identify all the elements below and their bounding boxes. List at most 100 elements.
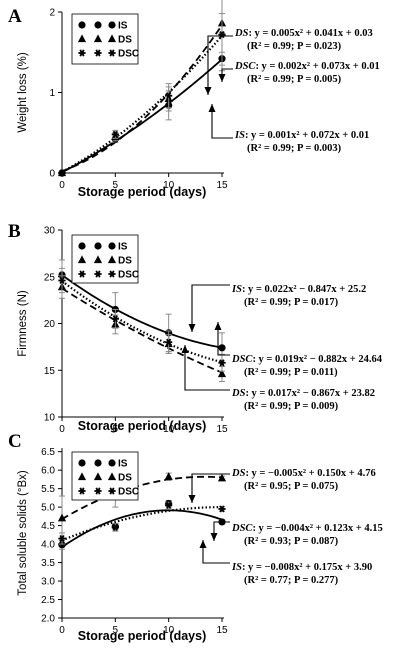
equation-stats: (R² = 0.99; P = 0.017) [244, 297, 339, 308]
legend-label-is: IS [118, 242, 128, 253]
data-point-dsc [165, 501, 173, 509]
legend-label-dsc: DSC [118, 270, 139, 281]
legend-label-ds: DS [118, 35, 132, 46]
legend-marker-ds [77, 34, 87, 43]
y-tick-label: 5.5 [41, 484, 55, 495]
asterisk-stroke [95, 49, 101, 57]
series-line-dsc [61, 506, 223, 542]
asterisk-stroke [219, 359, 225, 367]
x-axis-label: Storage period (days) [78, 185, 207, 199]
y-tick-label: 30 [44, 226, 56, 237]
legend-label-ds: DS [118, 473, 132, 484]
data-point-is [58, 541, 66, 549]
asterisk-stroke [109, 487, 115, 495]
x-tick-label: 10 [163, 625, 175, 636]
annotation-arrow-line [211, 104, 233, 139]
panel-letter: B [8, 221, 21, 242]
equation-formula: IS: y = 0.022x² − 0.847x + 25.2 [231, 284, 366, 295]
y-tick-label: 2.0 [41, 614, 55, 625]
y-tick-label: 20 [44, 319, 56, 330]
annotation-arrow-head [188, 324, 196, 332]
y-tick-label: 5.0 [41, 503, 55, 514]
x-tick-label: 10 [163, 424, 175, 435]
y-tick-label: 3.5 [41, 558, 55, 569]
panel-letter: C [8, 431, 22, 452]
asterisk-stroke [109, 270, 115, 278]
equation-stats: (R² = 0.99; P = 0.023) [247, 41, 342, 52]
legend-marker-dsc [78, 487, 86, 495]
equation-formula: DS: y = 0.005x² + 0.041x + 0.03 [234, 28, 373, 39]
x-tick-label: 0 [59, 180, 65, 191]
data-point-ds [217, 473, 227, 482]
annotation-arrow-head [214, 322, 222, 330]
equation-annotation-is: IS: y = 0.001x² + 0.072x + 0.01 (R² = 0.9… [208, 104, 369, 154]
annotation-arrow-line [202, 540, 230, 564]
legend-label-dsc: DSC [118, 49, 139, 60]
legend-marker-ds [77, 472, 87, 481]
equation-formula: IS: y = 0.001x² + 0.072x + 0.01 [234, 130, 369, 141]
legend-marker-is [94, 459, 102, 467]
x-tick-label: 15 [216, 625, 228, 636]
legend-marker-ds [93, 472, 103, 481]
equation-annotation-is: IS: y = −0.008x² + 0.175x + 3.90 (R² = 0.… [199, 540, 372, 586]
legend-label-ds: DS [118, 256, 132, 267]
annotation-arrow-head [181, 345, 189, 353]
chart-panel-c: C 0 5 10 15 2.0 2.5 3.0 3.5 4.0 4.5 5.0 5.5 6.0 6.5 Sto… [8, 431, 383, 643]
legend-marker-dsc [78, 49, 86, 57]
asterisk-stroke [219, 505, 225, 513]
annotation-arrow-head [204, 87, 212, 95]
data-point-ds [164, 472, 173, 480]
y-tick-label: 0 [49, 169, 55, 180]
x-tick-label: 5 [113, 424, 119, 435]
equation-annotation-ds: DS: y = −0.005x² + 0.150x + 4.76 (R² = 0.… [188, 468, 376, 503]
asterisk-stroke [79, 487, 85, 495]
legend-marker-is [108, 459, 116, 467]
x-tick-label: 15 [216, 424, 228, 435]
legend-marker-is [108, 21, 116, 29]
panel-letter: A [8, 6, 22, 27]
x-axis-label: Storage period (days) [78, 629, 207, 643]
y-tick-label: 4.0 [41, 540, 55, 551]
series-line-is [61, 509, 223, 548]
equation-formula: IS: y = −0.008x² + 0.175x + 3.90 [231, 562, 372, 573]
asterisk-stroke [112, 315, 118, 323]
legend-marker-ds [107, 255, 117, 264]
legend-marker-is [78, 21, 86, 29]
legend-marker-ds [93, 34, 103, 43]
data-point-dsc [111, 315, 119, 323]
equation-formula: DS: y = 0.017x² − 0.867x + 23.82 [231, 388, 375, 399]
legend-marker-is [94, 21, 102, 29]
asterisk-stroke [112, 130, 118, 138]
legend: IS DS DSC [71, 451, 139, 501]
legend-marker-ds [107, 472, 117, 481]
asterisk-stroke [59, 534, 65, 543]
y-axis-label: Total soluble solids (°Bx) [17, 470, 29, 596]
equation-stats: (R² = 0.77; P = 0.277) [244, 575, 339, 586]
data-point-dsc [58, 276, 66, 285]
equation-annotation-ds: DS: y = 0.017x² − 0.867x + 23.82 (R² = 0.… [181, 345, 375, 412]
annotation-arrow-head [208, 104, 216, 112]
y-tick-label: 15 [44, 366, 56, 377]
x-tick-label: 0 [59, 625, 65, 636]
asterisk-stroke [166, 501, 172, 509]
series-line-dsc [61, 34, 223, 173]
data-point-dsc [218, 359, 226, 367]
asterisk-stroke [112, 523, 118, 532]
asterisk-stroke [166, 338, 172, 346]
legend-label-is: IS [118, 21, 128, 32]
data-point-dsc [165, 92, 173, 100]
legend-marker-is [78, 242, 86, 250]
y-tick-label: 2.5 [41, 595, 55, 606]
legend-marker-dsc [94, 487, 102, 495]
series-line-is [61, 58, 223, 174]
asterisk-stroke [95, 270, 101, 278]
legend-label-dsc: DSC [118, 487, 139, 498]
equation-annotation-dsc: DSC: y = −0.004x² + 0.123x + 4.15 (R² = 0… [210, 521, 383, 547]
y-tick-label: 2 [49, 8, 55, 19]
legend-marker-ds [107, 34, 117, 43]
data-point-dsc [58, 534, 66, 543]
legend-marker-is [94, 242, 102, 250]
data-point-ds [57, 513, 67, 522]
legend: IS DS DSC [71, 13, 139, 65]
